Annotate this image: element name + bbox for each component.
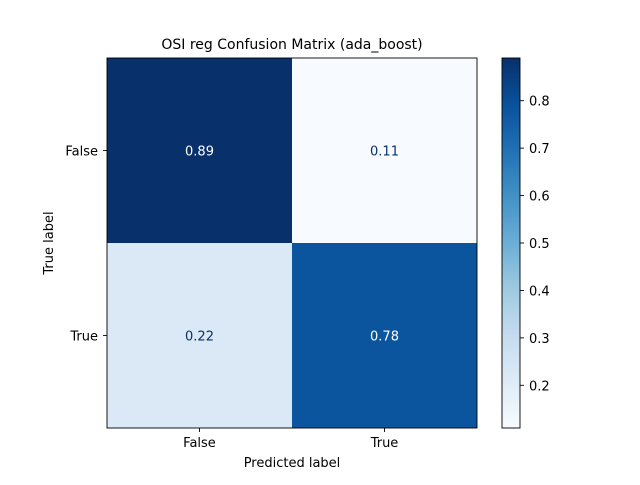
x-tick-label: False <box>183 436 216 451</box>
y-tick-label: True <box>69 330 98 345</box>
colorbar-tick-label: 0.4 <box>529 284 550 299</box>
colorbar-tick-label: 0.5 <box>529 237 550 252</box>
x-axis-label: Predicted label <box>244 456 341 471</box>
cell-value-label: 0.78 <box>370 330 399 345</box>
y-axis-ticks: False True <box>65 145 107 345</box>
matrix-cells: 0.89 0.11 0.22 0.78 <box>107 58 477 428</box>
colorbar-tick-label: 0.6 <box>529 190 550 205</box>
cell-value-label: 0.22 <box>185 330 214 345</box>
y-tick-label: False <box>65 145 98 160</box>
colorbar-tick-label: 0.2 <box>529 379 550 394</box>
chart-title: OSI reg Confusion Matrix (ada_boost) <box>161 37 422 53</box>
colorbar-tick-label: 0.7 <box>529 142 550 157</box>
y-axis-label: True label <box>42 211 57 275</box>
colorbar-ticks: 0.2 0.3 0.4 0.5 0.6 0.7 0.8 <box>520 95 550 394</box>
x-tick-label: True <box>370 436 399 451</box>
matrix-cell <box>292 58 477 243</box>
cell-value-label: 0.11 <box>370 145 399 160</box>
x-axis-ticks: False True <box>183 428 398 451</box>
matrix-cell <box>107 58 292 243</box>
matrix-cell <box>107 243 292 428</box>
cell-value-label: 0.89 <box>185 145 214 160</box>
colorbar <box>501 57 521 429</box>
colorbar-tick-label: 0.8 <box>529 95 550 110</box>
colorbar-tick-label: 0.3 <box>529 332 550 347</box>
matrix-cell <box>292 243 477 428</box>
matrix-frame <box>106 57 478 429</box>
